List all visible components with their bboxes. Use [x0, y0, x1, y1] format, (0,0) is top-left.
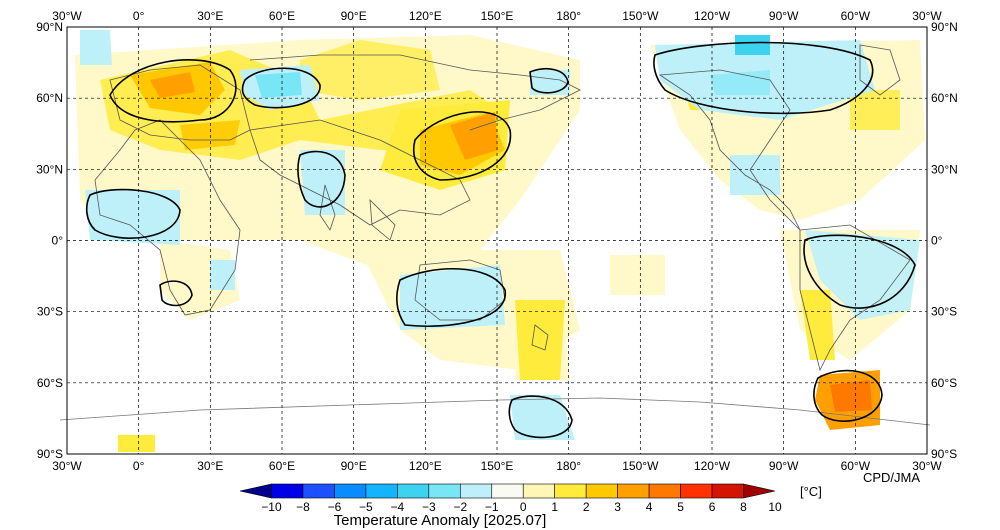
lat-label-left: 60°N: [36, 91, 63, 105]
colorbar-tick-label: 1: [551, 500, 558, 514]
lat-label-right: 90°S: [931, 447, 957, 461]
colorbar-swatch: [302, 483, 335, 499]
lon-label-bottom: 0°: [133, 459, 145, 473]
lat-label-right: 0°: [931, 234, 943, 248]
lon-label-bottom: 60°E: [269, 459, 295, 473]
colorbar-swatch: [648, 483, 681, 499]
lon-label-top: 30°W: [912, 9, 942, 23]
lat-label-left: 90°N: [36, 20, 63, 34]
lon-label-bottom: 120°E: [409, 459, 442, 473]
lon-label-bottom: 90°E: [341, 459, 367, 473]
lon-label-bottom: 120°W: [694, 459, 731, 473]
colorbar-swatch: [585, 483, 618, 499]
colorbar-tick-label: −4: [391, 500, 405, 514]
colorbar-swatch: [617, 483, 650, 499]
colorbar-tick-label: 5: [677, 500, 684, 514]
map-frame: [66, 26, 928, 455]
colorbar-tick-label: −1: [485, 500, 499, 514]
colorbar-swatch: [365, 483, 398, 499]
colorbar-tick-label: −2: [453, 500, 467, 514]
lat-label-right: 30°S: [931, 305, 957, 319]
colorbar-swatch: [334, 483, 367, 499]
colorbar-tick-label: 3: [614, 500, 621, 514]
colorbar-swatch: [428, 483, 461, 499]
lon-label-top: 90°W: [769, 9, 799, 23]
colorbar-swatch: [711, 483, 744, 499]
colorbar-unit: [°C]: [800, 484, 822, 499]
lon-label-top: 120°W: [694, 9, 731, 23]
lat-label-left: 0°: [52, 234, 64, 248]
anomaly-contours: [85, 41, 916, 439]
legend-title: Temperature Anomaly [2025.07]: [334, 512, 547, 529]
lon-label-top: 150°E: [481, 9, 514, 23]
lat-label-right: 60°S: [931, 376, 957, 390]
colorbar-swatch: [554, 483, 587, 499]
lon-label-bottom: 150°W: [622, 459, 659, 473]
colorbar-swatch: [459, 483, 493, 499]
colorbar-swatch: [271, 483, 304, 499]
lon-label-top: 180°: [556, 9, 581, 23]
lat-label-right: 90°N: [931, 20, 958, 34]
lat-label-left: 30°N: [36, 162, 63, 176]
colorbar-tick-label: 10: [768, 500, 782, 514]
colorbar-tick-label: 0: [520, 500, 527, 514]
lat-label-right: 60°N: [931, 91, 958, 105]
lon-label-bottom: 90°W: [769, 459, 799, 473]
lon-label-bottom: 30°W: [52, 459, 82, 473]
lon-label-bottom: 150°E: [481, 459, 514, 473]
colorbar: −10 −8 −6 −5 −4 −3 −2 −1 0 1 2 3 4 5 6 8 10: [239, 483, 782, 514]
coastlines: [59, 44, 931, 426]
axis-labels: 30°W 30°W 0° 0° 30°E 30°E 60°E 60°E 90°E 90°E 120°…: [36, 9, 958, 473]
anomaly-shading: [75, 30, 925, 452]
lon-label-bottom: 30°W: [912, 459, 942, 473]
lat-label-left: 90°S: [37, 447, 63, 461]
colorbar-tick-label: 8: [740, 500, 747, 514]
lon-label-top: 150°W: [622, 9, 659, 23]
lon-label-bottom: 180°: [556, 459, 581, 473]
lon-label-top: 90°E: [341, 9, 367, 23]
colorbar-tick-label: −6: [328, 500, 342, 514]
lon-label-top: 60°W: [841, 9, 871, 23]
colorbar-tick-label: 4: [646, 500, 653, 514]
lon-label-top: 30°W: [52, 9, 82, 23]
lon-label-top: 60°E: [269, 9, 295, 23]
lon-label-bottom: 30°E: [197, 459, 223, 473]
graticule: [67, 27, 927, 454]
colorbar-tick-label: −3: [422, 500, 436, 514]
colorbar-swatch: [239, 483, 272, 499]
lon-label-top: 120°E: [409, 9, 442, 23]
credit-label: CPD/JMA: [863, 470, 920, 485]
lat-label-right: 30°N: [931, 162, 958, 176]
colorbar-tick-label: −8: [296, 500, 310, 514]
colorbar-swatch: [491, 483, 524, 499]
lon-label-bottom: 60°W: [841, 459, 871, 473]
lat-label-left: 30°S: [37, 305, 63, 319]
colorbar-swatch: [743, 483, 776, 499]
lon-label-top: 30°E: [197, 9, 223, 23]
colorbar-tick-label: −10: [261, 500, 282, 514]
colorbar-swatch: [680, 483, 713, 499]
colorbar-tick-label: 6: [709, 500, 716, 514]
lon-label-top: 0°: [133, 9, 145, 23]
lat-label-left: 60°S: [37, 376, 63, 390]
colorbar-tick-label: 2: [583, 500, 590, 514]
colorbar-tick-label: −5: [359, 500, 373, 514]
colorbar-swatch: [397, 483, 430, 499]
colorbar-swatch: [522, 483, 556, 499]
